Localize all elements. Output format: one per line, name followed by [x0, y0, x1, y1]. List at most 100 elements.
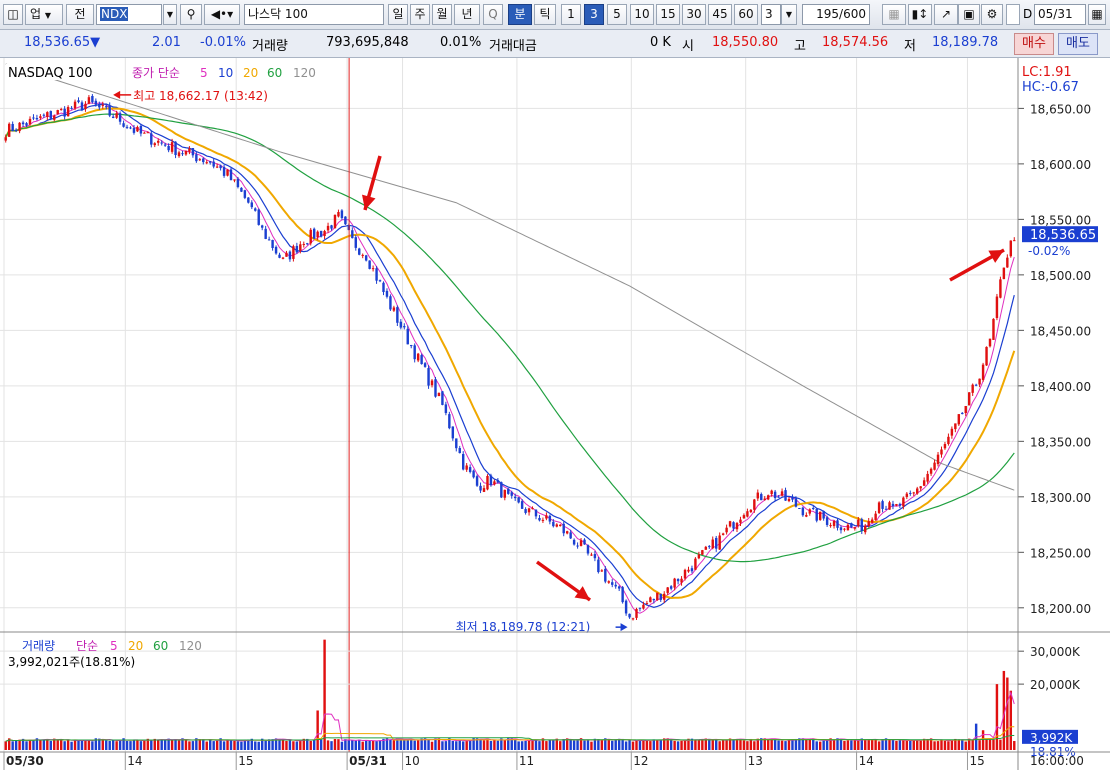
minute-option-1[interactable]: 1	[561, 4, 581, 25]
volume-bar	[274, 738, 278, 750]
volume-bar	[926, 738, 929, 750]
candle-body	[988, 338, 992, 347]
interval-input[interactable]: 3	[761, 4, 781, 25]
candle-body	[260, 225, 264, 228]
market-select[interactable]: 업 ▼	[25, 4, 63, 25]
code-dropdown-icon[interactable]: ▼	[163, 4, 177, 25]
candle-body	[53, 115, 56, 120]
candle-body	[825, 517, 829, 525]
candle-body	[143, 132, 146, 134]
volume-bar	[434, 738, 437, 750]
minute-option-30[interactable]: 30	[682, 4, 706, 25]
candle-body	[912, 492, 915, 494]
candle-body	[312, 228, 316, 239]
minute-option-5[interactable]: 5	[607, 4, 627, 25]
buy-button[interactable]: 매수	[1014, 33, 1054, 55]
calendar-icon[interactable]: ▦	[1088, 4, 1106, 25]
tab-period-year[interactable]: 년	[454, 4, 480, 25]
volume-bar	[978, 740, 981, 750]
volume-value: 793,695,848	[326, 35, 409, 50]
volume-bar	[763, 738, 766, 750]
date-input[interactable]: 05/31	[1034, 4, 1086, 25]
candle-body	[333, 214, 337, 229]
volume-bar	[940, 739, 943, 750]
candle-body	[812, 508, 815, 510]
volume-bar	[877, 741, 881, 750]
gear-icon[interactable]: ⚙	[981, 4, 1003, 25]
ma-legend-prefix: 종가 단순	[132, 66, 180, 80]
code-input[interactable]: NDX	[96, 4, 162, 25]
tab-period-quarter[interactable]: Q	[483, 4, 503, 25]
tab-mode-tick[interactable]: 틱	[534, 4, 556, 25]
minute-option-15[interactable]: 15	[656, 4, 680, 25]
volume-pct: 0.01%	[440, 35, 482, 50]
volume-bar	[628, 740, 631, 750]
volume-bar	[292, 741, 295, 750]
volume-bar	[909, 740, 912, 750]
candle-body	[708, 546, 711, 548]
stock-name-field[interactable]: 나스닥 100	[244, 4, 384, 25]
volume-ma-5: 5	[110, 639, 118, 653]
volume-bar	[87, 739, 91, 750]
candle-body	[524, 509, 527, 513]
volume-bar	[947, 741, 950, 750]
volume-bar	[922, 738, 926, 750]
volume-bar	[565, 738, 569, 750]
amount-value: 0 K	[650, 35, 671, 50]
tab-period-month[interactable]: 월	[432, 4, 452, 25]
candle-body	[947, 436, 950, 444]
volume-current-label: 3,992,021주(18.81%)	[8, 655, 135, 669]
candle-body	[891, 503, 895, 507]
candle-body	[929, 468, 933, 474]
candle-body	[59, 109, 63, 111]
date-checkbox[interactable]	[1006, 4, 1020, 25]
candle-body	[770, 490, 773, 495]
volume-bar	[170, 740, 174, 750]
search-icon[interactable]: ⚲	[180, 4, 202, 25]
y-tick-label: 18,650.00	[1030, 102, 1091, 116]
volume-bar	[746, 741, 749, 750]
volume-bar	[271, 739, 274, 750]
candle-icon[interactable]: ▮↕	[908, 4, 932, 25]
volume-bar	[500, 738, 503, 750]
volume-bar	[860, 738, 863, 750]
volume-bar	[794, 738, 798, 750]
volume-bar	[375, 741, 378, 750]
volume-bar	[416, 740, 420, 750]
candle-body	[773, 491, 777, 499]
minute-option-60[interactable]: 60	[734, 4, 758, 25]
volume-bar	[202, 739, 205, 750]
volume-bar	[812, 738, 815, 750]
volume-bar	[392, 739, 396, 750]
volume-bar	[583, 740, 586, 750]
tab-period-day[interactable]: 일	[388, 4, 408, 25]
tab-mode-minute[interactable]: 분	[508, 4, 532, 25]
prev-button[interactable]: 전	[66, 4, 94, 25]
volume-bar	[465, 740, 468, 750]
save-icon[interactable]: ▣	[958, 4, 980, 25]
layout-icon[interactable]: ◫	[3, 4, 23, 25]
market-label: 업	[30, 7, 42, 21]
speaker-icon[interactable]: ◀•▾	[204, 4, 240, 25]
sell-button[interactable]: 매도	[1058, 33, 1098, 55]
price-axis: 18,650.00 18,600.00 18,550.00 18,500.00 18,4…	[1018, 102, 1091, 616]
candle-body	[371, 268, 375, 270]
candle-body	[233, 179, 236, 181]
minute-option-3[interactable]: 3	[584, 4, 604, 25]
volume-bar	[611, 740, 614, 750]
trend-line-icon[interactable]: ↗	[934, 4, 958, 25]
tab-period-week[interactable]: 주	[410, 4, 430, 25]
candle-body	[936, 454, 940, 465]
volume-bar	[177, 740, 181, 750]
volume-bar	[597, 739, 600, 750]
candle-body	[157, 140, 160, 143]
minute-option-10[interactable]: 10	[630, 4, 654, 25]
high-value: 18,574.56	[822, 35, 889, 50]
chart-area[interactable]: 최고 18,662.17 (13:42) 최저 18,189.78 (12:21)…	[0, 58, 1110, 770]
interval-dropdown-icon[interactable]: ▼	[781, 4, 797, 25]
bar-count-field[interactable]: 195/600	[802, 4, 870, 25]
candle-body	[597, 559, 600, 573]
minute-option-45[interactable]: 45	[708, 4, 732, 25]
candle-body	[240, 187, 243, 192]
grid-icon[interactable]: ▦	[882, 4, 906, 25]
